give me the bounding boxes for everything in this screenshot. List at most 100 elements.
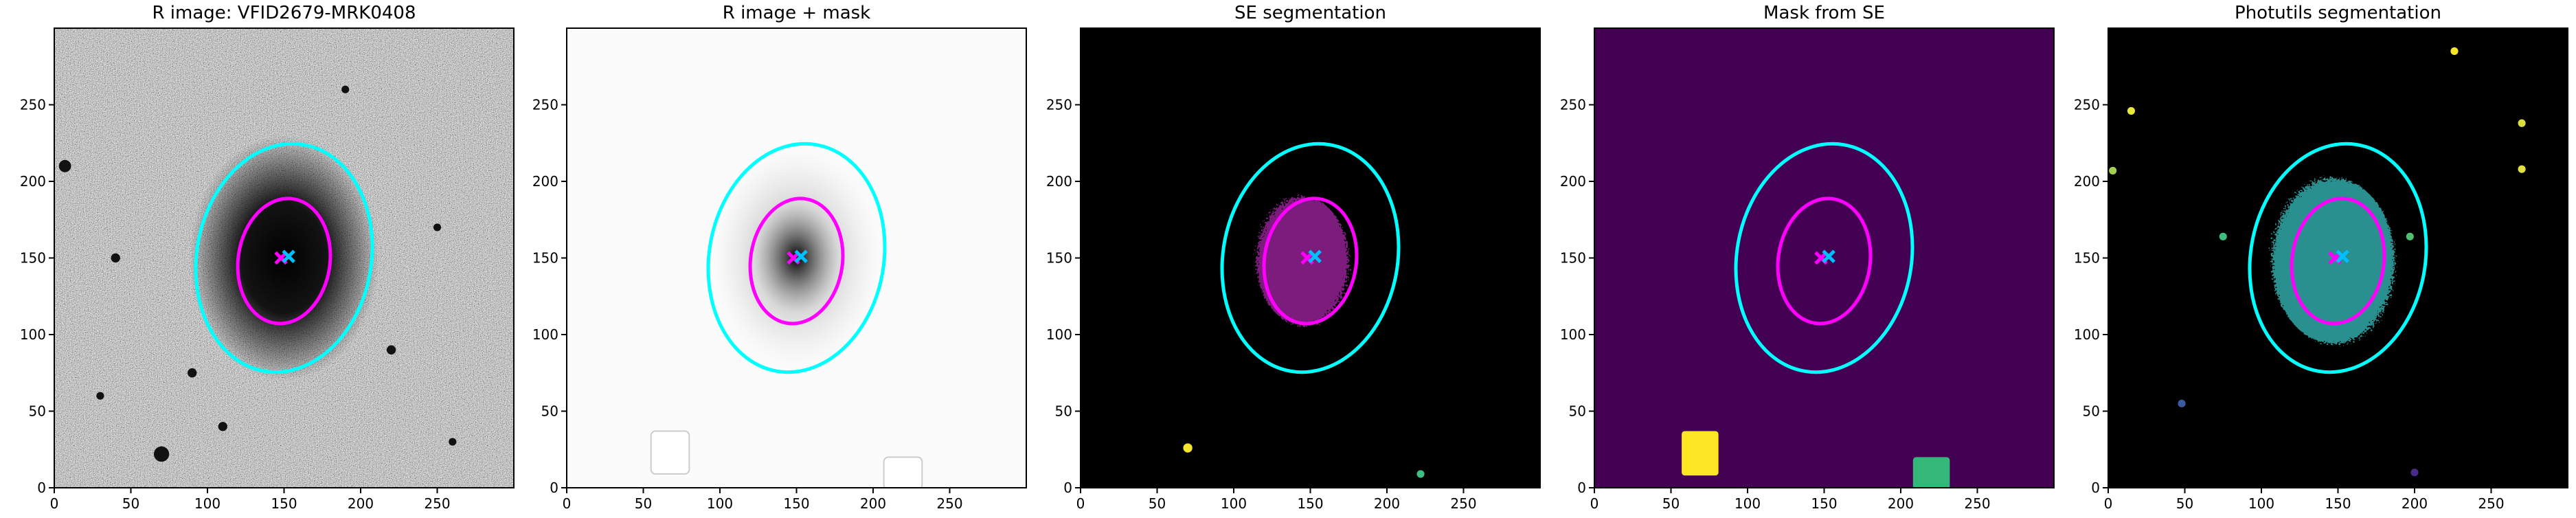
segment bbox=[2109, 166, 2117, 174]
x-tick-label: 0 bbox=[1076, 495, 1085, 512]
segment bbox=[2450, 47, 2459, 56]
panel: 0 50 100 150 200 250 0 50 100 150 200 250 SE segment… bbox=[1046, 3, 1541, 512]
y-tick-label: 50 bbox=[1055, 403, 1072, 420]
segment bbox=[2406, 232, 2414, 240]
x-tick-label: 250 bbox=[424, 495, 450, 512]
star bbox=[188, 368, 197, 378]
image bbox=[54, 28, 514, 488]
y-tick-label: 0 bbox=[1063, 480, 1072, 496]
y-tick-label: 50 bbox=[1569, 403, 1586, 420]
y-tick-label: 100 bbox=[1046, 326, 1072, 343]
ellipse bbox=[194, 142, 374, 374]
mask-region bbox=[1682, 431, 1719, 476]
y-tick-label: 200 bbox=[20, 173, 46, 190]
y-tick-label: 200 bbox=[532, 173, 558, 190]
marker bbox=[2336, 249, 2349, 264]
x-tick-label: 0 bbox=[563, 495, 572, 512]
y-tick-label: 50 bbox=[29, 403, 46, 420]
x-tick-label: 200 bbox=[1374, 495, 1400, 512]
image-background bbox=[1594, 28, 2054, 488]
marker bbox=[794, 249, 808, 264]
ellipse bbox=[2290, 196, 2386, 326]
y-tick-label: 250 bbox=[532, 97, 558, 113]
x-tick-label: 50 bbox=[2176, 495, 2193, 512]
star bbox=[218, 422, 227, 431]
x-tick-label: 100 bbox=[2248, 495, 2274, 512]
segment bbox=[2219, 232, 2227, 240]
ellipse bbox=[1734, 142, 1914, 374]
y-tick-label: 50 bbox=[2083, 403, 2100, 420]
segment bbox=[1183, 443, 1193, 453]
star bbox=[58, 159, 71, 172]
x-tick-label: 200 bbox=[348, 495, 374, 512]
star bbox=[433, 223, 442, 232]
ellipse bbox=[706, 142, 887, 374]
y-tick-label: 100 bbox=[2074, 326, 2100, 343]
star bbox=[386, 345, 396, 354]
x-tick-label: 150 bbox=[1297, 495, 1323, 512]
segment bbox=[2518, 165, 2526, 173]
y-tick-label: 200 bbox=[1046, 173, 1072, 190]
x-tick-label: 200 bbox=[1888, 495, 1914, 512]
ellipse bbox=[1220, 142, 1401, 374]
star bbox=[96, 392, 104, 400]
x-tick-label: 150 bbox=[1811, 495, 1837, 512]
mask-region bbox=[650, 430, 690, 475]
x-tick-label: 0 bbox=[1590, 495, 1599, 512]
panel: 0 50 100 150 200 250 0 50 100 150 200 250 Photutils … bbox=[2074, 3, 2568, 512]
marker bbox=[1308, 249, 1322, 264]
y-tick-label: 100 bbox=[532, 326, 558, 343]
y-tick-label: 150 bbox=[532, 250, 558, 267]
star bbox=[341, 85, 350, 93]
y-tick-label: 150 bbox=[1046, 250, 1072, 267]
ellipse bbox=[1776, 196, 1873, 326]
x-tick-label: 0 bbox=[50, 495, 59, 512]
y-tick-label: 250 bbox=[1046, 97, 1072, 113]
marker bbox=[1822, 249, 1835, 264]
star bbox=[153, 446, 170, 462]
marker bbox=[282, 249, 295, 264]
segment bbox=[2410, 469, 2419, 477]
galaxy bbox=[712, 147, 881, 369]
x-tick-label: 150 bbox=[2325, 495, 2351, 512]
y-tick-label: 150 bbox=[1560, 250, 1586, 267]
x-tick-label: 250 bbox=[1964, 495, 1990, 512]
x-tick-label: 100 bbox=[1221, 495, 1247, 512]
x-tick-label: 250 bbox=[2478, 495, 2504, 512]
y-tick-label: 250 bbox=[20, 97, 46, 113]
x-tick-label: 100 bbox=[707, 495, 733, 512]
star bbox=[111, 253, 120, 263]
ellipse bbox=[2248, 142, 2428, 374]
x-tick-label: 0 bbox=[2104, 495, 2113, 512]
x-tick-label: 200 bbox=[860, 495, 886, 512]
segment bbox=[2127, 106, 2136, 115]
panel-title: Photutils segmentation bbox=[2235, 3, 2441, 23]
y-tick-label: 0 bbox=[1577, 480, 1586, 496]
ellipse bbox=[236, 196, 332, 326]
segment bbox=[2178, 399, 2186, 407]
y-tick-label: 0 bbox=[550, 480, 558, 496]
y-tick-label: 50 bbox=[541, 403, 558, 420]
image bbox=[1594, 28, 2054, 488]
x-tick-label: 50 bbox=[1149, 495, 1166, 512]
ellipse bbox=[1262, 196, 1359, 326]
panel-title: SE segmentation bbox=[1234, 3, 1386, 23]
segment bbox=[2518, 119, 2526, 127]
x-tick-label: 200 bbox=[2402, 495, 2428, 512]
y-tick-label: 0 bbox=[2091, 480, 2100, 496]
x-tick-label: 50 bbox=[1662, 495, 1680, 512]
image bbox=[2108, 28, 2568, 488]
panel-title: R image: VFID2679-MRK0408 bbox=[152, 3, 416, 23]
x-tick-label: 100 bbox=[194, 495, 221, 512]
y-tick-label: 250 bbox=[2074, 97, 2100, 113]
mask-region bbox=[1912, 457, 1950, 488]
x-tick-label: 50 bbox=[635, 495, 652, 512]
panel-title: Mask from SE bbox=[1763, 3, 1885, 23]
mask-region bbox=[883, 456, 923, 488]
x-tick-label: 250 bbox=[936, 495, 962, 512]
y-tick-label: 250 bbox=[1560, 97, 1586, 113]
y-tick-label: 200 bbox=[1560, 173, 1586, 190]
y-tick-label: 200 bbox=[2074, 173, 2100, 190]
